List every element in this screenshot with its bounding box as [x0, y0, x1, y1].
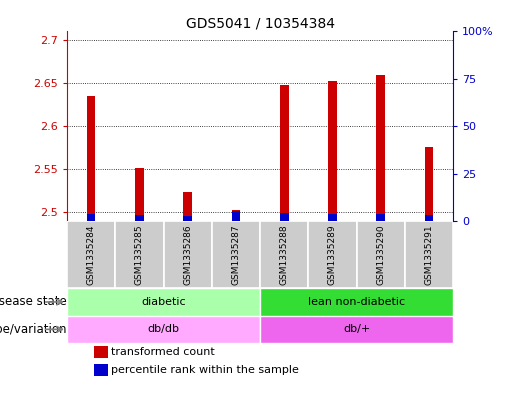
Text: genotype/variation: genotype/variation	[0, 323, 67, 336]
Bar	[280, 213, 288, 221]
Text: GSM1335286: GSM1335286	[183, 224, 192, 285]
Bar	[67, 316, 260, 343]
Text: disease state: disease state	[0, 296, 67, 309]
Bar	[405, 221, 453, 288]
Text: GSM1335284: GSM1335284	[87, 224, 96, 285]
Bar	[328, 214, 337, 221]
Bar	[232, 210, 241, 221]
Bar	[94, 364, 108, 376]
Bar	[183, 192, 192, 221]
Text: GSM1335291: GSM1335291	[424, 224, 434, 285]
Text: GSM1335285: GSM1335285	[135, 224, 144, 285]
Bar	[260, 221, 308, 288]
Bar	[425, 215, 434, 221]
Text: lean non-diabetic: lean non-diabetic	[308, 297, 405, 307]
Bar	[94, 346, 108, 358]
Text: GSM1335288: GSM1335288	[280, 224, 289, 285]
Text: GSM1335290: GSM1335290	[376, 224, 385, 285]
Bar	[280, 85, 288, 221]
Bar	[328, 81, 337, 221]
Text: diabetic: diabetic	[141, 297, 186, 307]
Bar	[376, 75, 385, 221]
Bar	[308, 221, 356, 288]
Text: GSM1335287: GSM1335287	[231, 224, 241, 285]
Bar	[135, 168, 144, 221]
Bar	[425, 147, 434, 221]
Bar	[87, 96, 95, 221]
Text: transformed count: transformed count	[111, 347, 215, 357]
Bar	[183, 216, 192, 221]
Title: GDS5041 / 10354384: GDS5041 / 10354384	[185, 16, 335, 30]
Bar	[356, 221, 405, 288]
Bar	[260, 316, 453, 343]
Bar	[212, 221, 260, 288]
Bar	[87, 214, 95, 221]
Bar	[260, 288, 453, 316]
Bar	[376, 214, 385, 221]
Bar	[163, 221, 212, 288]
Bar	[115, 221, 163, 288]
Text: GSM1335289: GSM1335289	[328, 224, 337, 285]
Bar	[67, 221, 115, 288]
Text: percentile rank within the sample: percentile rank within the sample	[111, 365, 299, 375]
Text: db/db: db/db	[147, 324, 180, 334]
Bar	[232, 211, 241, 221]
Text: db/+: db/+	[343, 324, 370, 334]
Bar	[135, 215, 144, 221]
Bar	[67, 288, 260, 316]
